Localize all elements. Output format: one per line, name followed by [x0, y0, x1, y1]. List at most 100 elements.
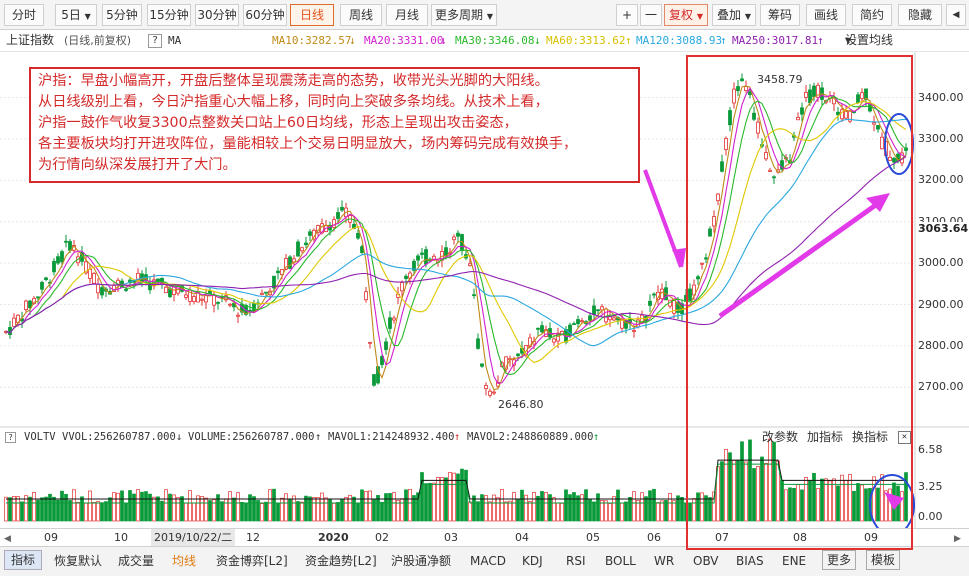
candle-body	[88, 268, 92, 279]
volume-bar	[236, 492, 240, 522]
candle-body	[60, 251, 64, 263]
period-tab-monthly[interactable]: 月线	[386, 4, 428, 26]
tab-bias[interactable]: BIAS	[736, 554, 764, 568]
period-tab-15min[interactable]: 15分钟	[147, 4, 191, 26]
date-axis: ◀ 09 10 2019/10/22/二 12 2020 02 03 04 05…	[0, 528, 969, 546]
volume-bar	[704, 495, 708, 522]
tab-volume[interactable]: 成交量	[118, 554, 155, 568]
chevron-down-icon: ▼	[486, 12, 493, 21]
tab-ma[interactable]: 均线	[172, 554, 197, 568]
volume-bar	[876, 487, 880, 522]
add-indicator-button[interactable]: 加指标	[807, 430, 844, 444]
period-tab-5day[interactable]: 5日 ▼	[55, 4, 97, 26]
scroll-left-icon[interactable]: ◀	[4, 534, 11, 544]
change-params-button[interactable]: 改参数	[762, 430, 799, 444]
volume-bar	[224, 498, 228, 522]
adjust-dropdown[interactable]: 复权 ▼	[664, 4, 708, 26]
candle-body	[364, 291, 368, 301]
draw-line-button[interactable]: 画线	[806, 4, 846, 26]
volume-bar	[664, 500, 668, 522]
tab-northbound[interactable]: 沪股通净额	[391, 554, 452, 568]
help-icon[interactable]: ?	[148, 34, 162, 48]
chips-button[interactable]: 筹码	[760, 4, 800, 26]
candle-body	[28, 300, 32, 308]
tab-rsi[interactable]: RSI	[566, 554, 586, 568]
ma250-arrow-icon: ↑	[817, 34, 824, 47]
hide-button[interactable]: 隐藏	[898, 4, 942, 26]
volume-bar	[308, 496, 312, 522]
zoom-in-button[interactable]: +	[616, 4, 638, 26]
ma250-line	[5, 156, 907, 334]
candle-body	[720, 161, 724, 172]
price-tick: 2700.00	[918, 380, 964, 393]
volume-bar	[680, 497, 684, 522]
expand-icon[interactable]: ◀	[946, 4, 966, 26]
volume-bar	[408, 488, 412, 522]
candle-body	[724, 138, 728, 150]
candle-body	[676, 301, 680, 313]
volume-bar	[460, 468, 464, 522]
candle-body	[100, 287, 104, 296]
volume-bar	[128, 490, 132, 522]
period-tab-30min[interactable]: 30分钟	[195, 4, 239, 26]
volume-bar	[136, 489, 140, 522]
volume-bar	[448, 472, 452, 522]
tab-ene[interactable]: ENE	[782, 554, 807, 568]
period-more-label: 更多周期	[435, 8, 484, 22]
tab-kdj[interactable]: KDJ	[522, 554, 543, 568]
tab-wr[interactable]: WR	[654, 554, 675, 568]
period-tab-daily[interactable]: 日线	[290, 4, 334, 26]
period-tab-minute[interactable]: 分时	[4, 4, 44, 26]
volume-bar	[48, 493, 52, 522]
candle-body	[64, 240, 68, 243]
ma30-line	[5, 95, 907, 376]
volume-bar	[780, 480, 784, 522]
volume-bar	[904, 472, 908, 522]
tab-macd[interactable]: MACD	[470, 554, 506, 568]
tab-obv[interactable]: OBV	[693, 554, 719, 568]
candle-body	[688, 288, 692, 301]
volume-bar	[188, 490, 192, 522]
period-tab-more[interactable]: 更多周期 ▼	[431, 4, 497, 26]
tab-fund-trend[interactable]: 资金趋势[L2]	[305, 554, 377, 568]
volume-bar	[432, 482, 436, 522]
period-tab-5min[interactable]: 5分钟	[102, 4, 142, 26]
candle-body	[836, 111, 840, 116]
tab-more[interactable]: 更多	[822, 550, 857, 570]
tab-fund-game[interactable]: 资金博弈[L2]	[216, 554, 288, 568]
ma120-value: MA120:3088.93	[636, 34, 723, 47]
index-name: 上证指数	[6, 33, 55, 47]
volume-bar	[216, 494, 220, 522]
close-icon[interactable]: ✕	[898, 431, 911, 444]
period-tab-weekly[interactable]: 周线	[340, 4, 382, 26]
volume-bar	[628, 497, 632, 522]
kline-chart[interactable]	[0, 52, 969, 528]
volume-bar	[484, 495, 488, 522]
volume-bars	[4, 438, 908, 522]
volume-bar	[556, 502, 560, 522]
volume-bar	[164, 489, 168, 522]
top-toolbar: 分时 5日 ▼ 5分钟 15分钟 30分钟 60分钟 日线 周线 月线 更多周期…	[0, 0, 969, 30]
volume-bar	[568, 494, 572, 522]
zoom-out-button[interactable]: 一	[640, 4, 662, 26]
volume-bar	[612, 496, 616, 522]
help-icon[interactable]: ?	[5, 432, 16, 443]
tab-indicator[interactable]: 指标	[4, 550, 43, 570]
tab-boll[interactable]: BOLL	[605, 554, 636, 568]
volume-bar	[504, 501, 508, 522]
period-tab-60min[interactable]: 60分钟	[243, 4, 287, 26]
ma30-arrow-icon: ↓	[534, 34, 541, 47]
tab-reset-default[interactable]: 恢复默认	[54, 554, 103, 568]
candle-body	[228, 303, 232, 306]
simple-mode-button[interactable]: 简约	[852, 4, 892, 26]
scroll-right-icon[interactable]: ▶	[954, 534, 961, 544]
annotation-line: 从日线级别上看，今日沪指重心大幅上移，同时向上突破多条均线。从技术上看，	[38, 94, 549, 110]
volume-bar	[84, 502, 88, 522]
switch-indicator-button[interactable]: 换指标	[852, 430, 889, 444]
volume-bar	[192, 502, 196, 522]
volume-bar	[76, 501, 80, 522]
overlay-dropdown[interactable]: 叠加 ▼	[712, 4, 756, 26]
tab-template[interactable]: 模板	[866, 550, 901, 570]
date-tick: 06	[647, 531, 661, 544]
candle-body	[880, 136, 884, 150]
